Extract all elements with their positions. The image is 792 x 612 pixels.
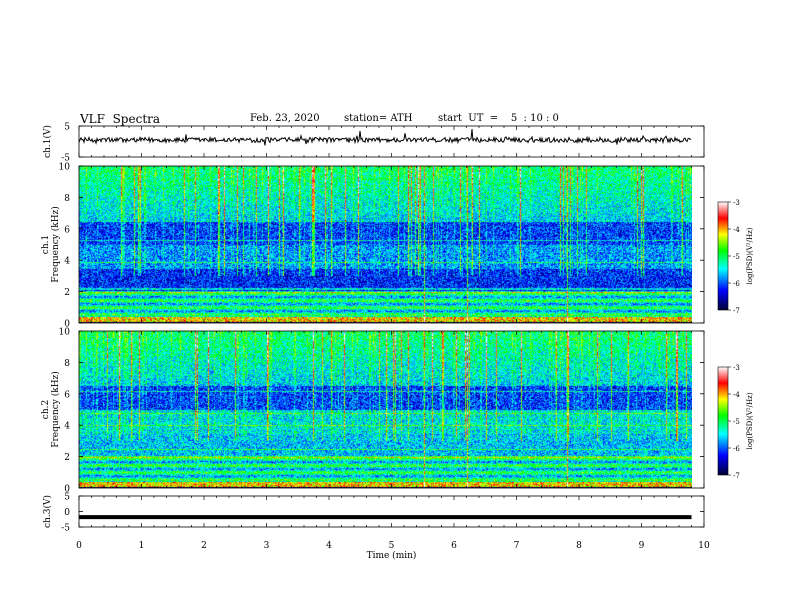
- ch1-waveform-line: [78, 128, 692, 146]
- ytick-label-ch2-spectrogram-3: 6: [64, 390, 70, 400]
- spectrogram-image-ch1: [79, 166, 692, 323]
- ylabel-frequency-ch2-spectrogram: Frequency (kHz): [50, 371, 61, 448]
- ylabel-channel-ch1-spectrogram: ch.1: [41, 235, 51, 254]
- xaxis-label: Time (min): [367, 550, 417, 561]
- colorbar-tick-label-ch2-spectrogram-0: -3: [733, 364, 740, 372]
- colorbar-tick-label-ch1-spectrogram-0: -3: [733, 199, 740, 207]
- panel-frame-ch3-waveform: [78, 495, 705, 528]
- ytick-label-ch1-spectrogram-5: 10: [59, 163, 71, 173]
- ytick-label-ch1-waveform-0: 5: [64, 123, 70, 133]
- colorbar-tick-label-ch2-spectrogram-2: -5: [733, 418, 740, 426]
- ytick-label-ch1-waveform-1: -5: [61, 154, 70, 164]
- ytick-label-ch1-spectrogram-1: 2: [64, 288, 70, 298]
- xtick-label-10: 10: [698, 541, 710, 551]
- ytick-label-ch2-spectrogram-2: 4: [64, 422, 70, 432]
- ytick-label-ch1-spectrogram-0: 0: [64, 320, 70, 330]
- ytick-label-ch1-spectrogram-4: 8: [64, 194, 70, 204]
- colorbar-tick-label-ch1-spectrogram-4: -7: [733, 307, 740, 315]
- ylabel-ch3-waveform: ch.3(V): [42, 495, 53, 528]
- spectrogram-image-ch2: [79, 331, 692, 488]
- xtick-label-4: 4: [326, 541, 332, 551]
- xtick-label-3: 3: [264, 541, 270, 551]
- ytick-label-ch1-spectrogram-3: 6: [64, 225, 70, 235]
- colorbar-tick-label-ch2-spectrogram-1: -4: [733, 391, 740, 399]
- ytick-label-ch2-spectrogram-4: 8: [64, 359, 70, 369]
- ytick-label-ch3-waveform-2: -5: [61, 524, 70, 534]
- ylabel-frequency-ch1-spectrogram: Frequency (kHz): [50, 206, 61, 283]
- xtick-label-9: 9: [639, 541, 645, 551]
- ytick-label-ch1-spectrogram-2: 4: [64, 257, 70, 267]
- xtick-label-7: 7: [514, 541, 520, 551]
- xtick-label-6: 6: [451, 541, 457, 551]
- colorbar-ch2-spectrogram: [717, 366, 729, 476]
- xtick-label-2: 2: [201, 541, 207, 551]
- xtick-label-5: 5: [389, 541, 395, 551]
- colorbar-tick-label-ch2-spectrogram-3: -6: [733, 445, 740, 453]
- colorbar-label-ch2-spectrogram: log(PSD)(V²/Hz): [746, 392, 754, 449]
- chart-title: VLF Spectra: [80, 112, 161, 126]
- date-label: Feb. 23, 2020: [250, 113, 320, 124]
- ytick-label-ch2-spectrogram-1: 2: [64, 453, 70, 463]
- ytick-label-ch2-spectrogram-0: 0: [64, 485, 70, 495]
- xtick-label-0: 0: [76, 541, 82, 551]
- colorbar-tick-label-ch1-spectrogram-1: -4: [733, 226, 740, 234]
- ytick-label-ch3-waveform-1: 0: [64, 508, 70, 518]
- colorbar-tick-label-ch1-spectrogram-3: -6: [733, 280, 740, 288]
- xtick-label-1: 1: [139, 541, 145, 551]
- station-label: station= ATH: [344, 113, 413, 124]
- start-time-label: start UT = 5 : 10 : 0: [438, 113, 559, 124]
- colorbar-ch1-spectrogram: [717, 201, 729, 311]
- ytick-label-ch2-spectrogram-5: 10: [59, 328, 71, 338]
- ylabel-channel-ch2-spectrogram: ch.2: [41, 400, 51, 419]
- colorbar-label-ch1-spectrogram: log(PSD)(V²/Hz): [746, 227, 754, 284]
- colorbar-tick-label-ch2-spectrogram-4: -7: [733, 472, 740, 480]
- ytick-label-ch3-waveform-0: 5: [64, 493, 70, 503]
- ylabel-ch1-waveform: ch.1(V): [42, 125, 53, 158]
- xtick-label-8: 8: [576, 541, 582, 551]
- colorbar-tick-label-ch1-spectrogram-2: -5: [733, 253, 740, 261]
